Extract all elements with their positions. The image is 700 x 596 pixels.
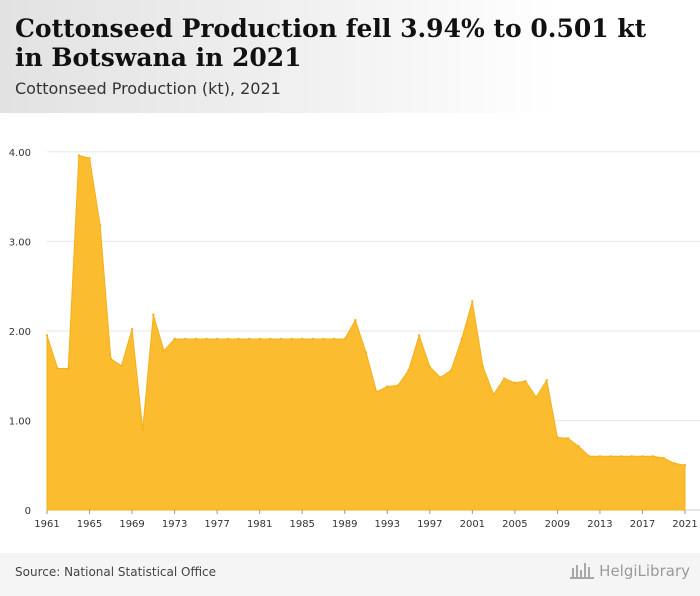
data-point-1967 <box>109 357 113 360</box>
data-point-2015 <box>620 455 623 458</box>
data-point-2017 <box>641 455 644 458</box>
data-point-1999 <box>449 369 453 372</box>
data-point-1983 <box>279 337 283 341</box>
data-point-1997 <box>428 365 431 368</box>
data-point-2010 <box>566 437 570 440</box>
logo-text: HelgiLibrary <box>599 562 690 580</box>
data-point-2005 <box>513 381 517 385</box>
data-point-1979 <box>237 337 240 341</box>
data-point-1984 <box>290 337 293 341</box>
data-point-2008 <box>545 378 548 382</box>
data-point-1971 <box>152 313 155 317</box>
y-tick-label: 3.00 <box>9 237 31 248</box>
data-point-1973 <box>173 337 176 341</box>
data-point-1975 <box>194 337 198 341</box>
data-point-1991 <box>364 351 368 354</box>
data-point-1978 <box>226 337 229 341</box>
data-point-1976 <box>205 337 208 341</box>
y-tick-label: 4.00 <box>9 148 31 159</box>
data-point-2007 <box>534 396 538 399</box>
x-tick-label: 1989 <box>332 519 357 530</box>
data-point-2011 <box>577 445 580 448</box>
data-point-1994 <box>396 384 400 387</box>
chart-title: Cottonseed Production fell 3.94% to 0.50… <box>15 14 647 72</box>
data-point-1962 <box>56 367 59 370</box>
data-point-1969 <box>130 327 134 331</box>
data-point-1974 <box>184 337 187 341</box>
data-point-2004 <box>503 377 506 380</box>
data-point-1998 <box>439 376 442 379</box>
data-point-2012 <box>588 455 591 458</box>
x-tick-label: 1997 <box>417 519 442 530</box>
chart-subtitle: Cottonseed Production (kt), 2021 <box>15 79 281 98</box>
data-point-1986 <box>311 337 315 341</box>
data-point-1987 <box>322 337 325 341</box>
data-point-1966 <box>98 224 102 227</box>
data-point-2006 <box>524 379 527 383</box>
x-tick-label: 1981 <box>247 519 272 530</box>
x-tick-label: 1985 <box>289 519 314 530</box>
data-point-2009 <box>556 436 559 439</box>
data-point-1995 <box>407 369 410 372</box>
data-point-2003 <box>492 393 495 396</box>
data-point-1965 <box>88 156 91 160</box>
cottonseed-area-chart: 0 1.00 2.00 3.00 4.00 1961 1965 1969 1973 1977 198… <box>9 148 700 530</box>
axis-labels: 0 1.00 2.00 3.00 4.00 1961 1965 1969 1973 1977 198… <box>9 148 698 530</box>
y-tick-label: 0 <box>25 506 31 517</box>
data-point-1981 <box>258 337 261 341</box>
data-point-2016 <box>630 455 634 458</box>
x-tick-label: 1993 <box>375 519 400 530</box>
data-point-1977 <box>215 337 219 341</box>
data-point-1968 <box>120 364 123 368</box>
y-tick-label: 1.00 <box>9 416 31 427</box>
data-point-1989 <box>343 337 346 341</box>
data-point-1996 <box>417 334 421 337</box>
data-point-1990 <box>354 319 357 322</box>
data-point-1963 <box>67 367 70 370</box>
data-point-2014 <box>609 455 612 458</box>
data-point-1964 <box>77 154 81 157</box>
y-tick-label: 2.00 <box>9 327 31 338</box>
data-point-1992 <box>375 390 378 394</box>
data-point-1972 <box>162 349 166 352</box>
data-point-2019 <box>662 456 665 460</box>
header-banner: Cottonseed Production fell 3.94% to 0.50… <box>0 0 700 113</box>
area-series <box>45 154 687 511</box>
x-tick-label: 1961 <box>34 519 59 530</box>
x-tick-label: 2021 <box>672 519 697 530</box>
data-point-1985 <box>301 337 304 341</box>
data-point-2021 <box>683 463 687 467</box>
data-point-2001 <box>471 300 474 303</box>
production-area <box>46 154 686 511</box>
data-point-2018 <box>651 455 655 458</box>
data-point-1988 <box>332 337 336 341</box>
x-tick-label: 2013 <box>587 519 612 530</box>
source-note: Source: National Statistical Office <box>15 565 217 579</box>
data-point-2000 <box>460 337 463 341</box>
data-point-1970 <box>141 428 144 431</box>
footer-bar <box>0 553 700 596</box>
x-tick-label: 1969 <box>119 519 144 530</box>
library-building-icon <box>570 563 595 579</box>
x-tick-label: 1965 <box>77 519 102 530</box>
data-point-1993 <box>386 385 389 388</box>
x-tick-label: 2009 <box>545 519 570 530</box>
data-point-1961 <box>45 334 49 337</box>
x-tick-label: 2001 <box>460 519 485 530</box>
x-tick-label: 1973 <box>162 519 187 530</box>
data-point-1980 <box>247 337 251 341</box>
data-point-2020 <box>673 462 676 465</box>
data-point-2013 <box>598 455 602 458</box>
x-tick-label: 2017 <box>630 519 655 530</box>
x-tick-label: 1977 <box>204 519 229 530</box>
data-point-1982 <box>269 337 272 341</box>
helgi-library-logo[interactable]: HelgiLibrary <box>569 562 690 580</box>
data-point-2002 <box>481 365 485 368</box>
x-tick-label: 2005 <box>502 519 527 530</box>
